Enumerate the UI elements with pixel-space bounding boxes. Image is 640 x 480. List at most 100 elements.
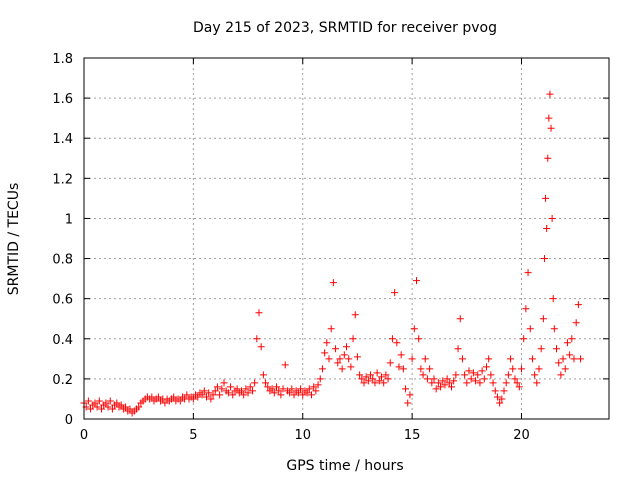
data-point: [244, 389, 252, 397]
data-point: [568, 335, 576, 343]
data-point: [430, 375, 438, 383]
data-point: [469, 369, 477, 377]
data-point: [200, 387, 208, 395]
data-point: [511, 375, 519, 383]
data-point: [240, 391, 248, 399]
data-point: [84, 397, 92, 405]
data-point: [577, 355, 585, 363]
data-point: [294, 389, 302, 397]
data-point: [404, 399, 412, 407]
data-point: [522, 305, 530, 313]
data-point: [262, 379, 270, 387]
data-point: [135, 403, 143, 411]
data-point: [255, 309, 263, 317]
data-point: [327, 325, 335, 333]
data-point: [270, 389, 278, 397]
data-point: [388, 335, 396, 343]
data-point: [318, 365, 326, 373]
data-point: [461, 371, 469, 379]
data-point: [485, 355, 493, 363]
data-point: [472, 377, 480, 385]
data-point: [443, 375, 451, 383]
data-point: [498, 395, 506, 403]
plot-frame: [83, 57, 610, 420]
data-point: [555, 359, 563, 367]
data-point: [251, 379, 259, 387]
data-point: [547, 124, 555, 132]
data-point: [509, 365, 517, 373]
data-point: [375, 377, 383, 385]
data-point: [91, 399, 99, 407]
data-point: [279, 385, 287, 393]
data-point: [566, 351, 574, 359]
data-point: [382, 371, 390, 379]
data-point: [308, 391, 315, 399]
y-tick-label: 0: [65, 413, 73, 428]
data-point: [356, 371, 364, 379]
data-point: [502, 379, 510, 387]
data-point: [299, 391, 307, 399]
data-point: [122, 403, 130, 411]
data-point: [395, 363, 403, 371]
data-point: [373, 369, 381, 377]
data-point: [281, 361, 289, 369]
data-point: [264, 383, 272, 391]
data-point: [290, 391, 298, 399]
data-point: [343, 343, 350, 351]
data-point: [426, 365, 434, 373]
data-point: [483, 363, 490, 371]
data-point: [183, 391, 191, 399]
data-point: [325, 355, 333, 363]
grid: [84, 58, 609, 419]
y-axis-label: SRMTID / TECUs: [6, 183, 22, 296]
data-point: [458, 355, 466, 363]
data-point: [189, 395, 197, 403]
data-point: [496, 399, 504, 407]
data-point: [570, 355, 578, 363]
y-tick-label: 0.8: [52, 253, 73, 268]
data-point: [170, 393, 178, 401]
y-tick-label: 0.2: [52, 373, 73, 388]
y-tick-label: 1.8: [52, 52, 73, 67]
data-point: [211, 387, 219, 395]
data-point: [227, 383, 235, 391]
data-point: [476, 379, 484, 387]
data-point: [93, 403, 101, 411]
y-tick-label: 1.6: [52, 92, 73, 107]
data-point: [428, 379, 436, 387]
data-point: [467, 375, 475, 383]
data-point: [218, 385, 226, 393]
data-point: [310, 383, 318, 391]
data-point: [423, 375, 431, 383]
data-point: [198, 391, 206, 399]
data-point: [452, 371, 460, 379]
data-point: [148, 393, 156, 401]
data-point: [432, 385, 440, 393]
data-point: [520, 335, 528, 343]
data-point: [353, 353, 361, 361]
data-point: [456, 315, 464, 323]
data-point: [539, 315, 547, 323]
data-point: [550, 325, 558, 333]
data-point: [229, 391, 237, 399]
data-point: [543, 224, 551, 232]
data-point: [126, 405, 134, 413]
data-point: [507, 355, 515, 363]
data-point: [408, 355, 416, 363]
data-point: [108, 405, 116, 413]
data-point: [238, 387, 245, 395]
data-point: [518, 365, 525, 373]
data-point: [546, 90, 554, 98]
data-point: [216, 391, 224, 399]
data-point: [87, 405, 95, 413]
data-point: [349, 335, 357, 343]
data-point: [384, 375, 392, 383]
data-point: [360, 379, 368, 387]
data-points: [80, 90, 585, 417]
data-point: [544, 154, 552, 162]
data-point: [253, 335, 261, 343]
data-point: [515, 383, 523, 391]
data-point: [334, 359, 342, 367]
data-point: [480, 375, 488, 383]
y-tick-label: 1.2: [52, 172, 73, 187]
